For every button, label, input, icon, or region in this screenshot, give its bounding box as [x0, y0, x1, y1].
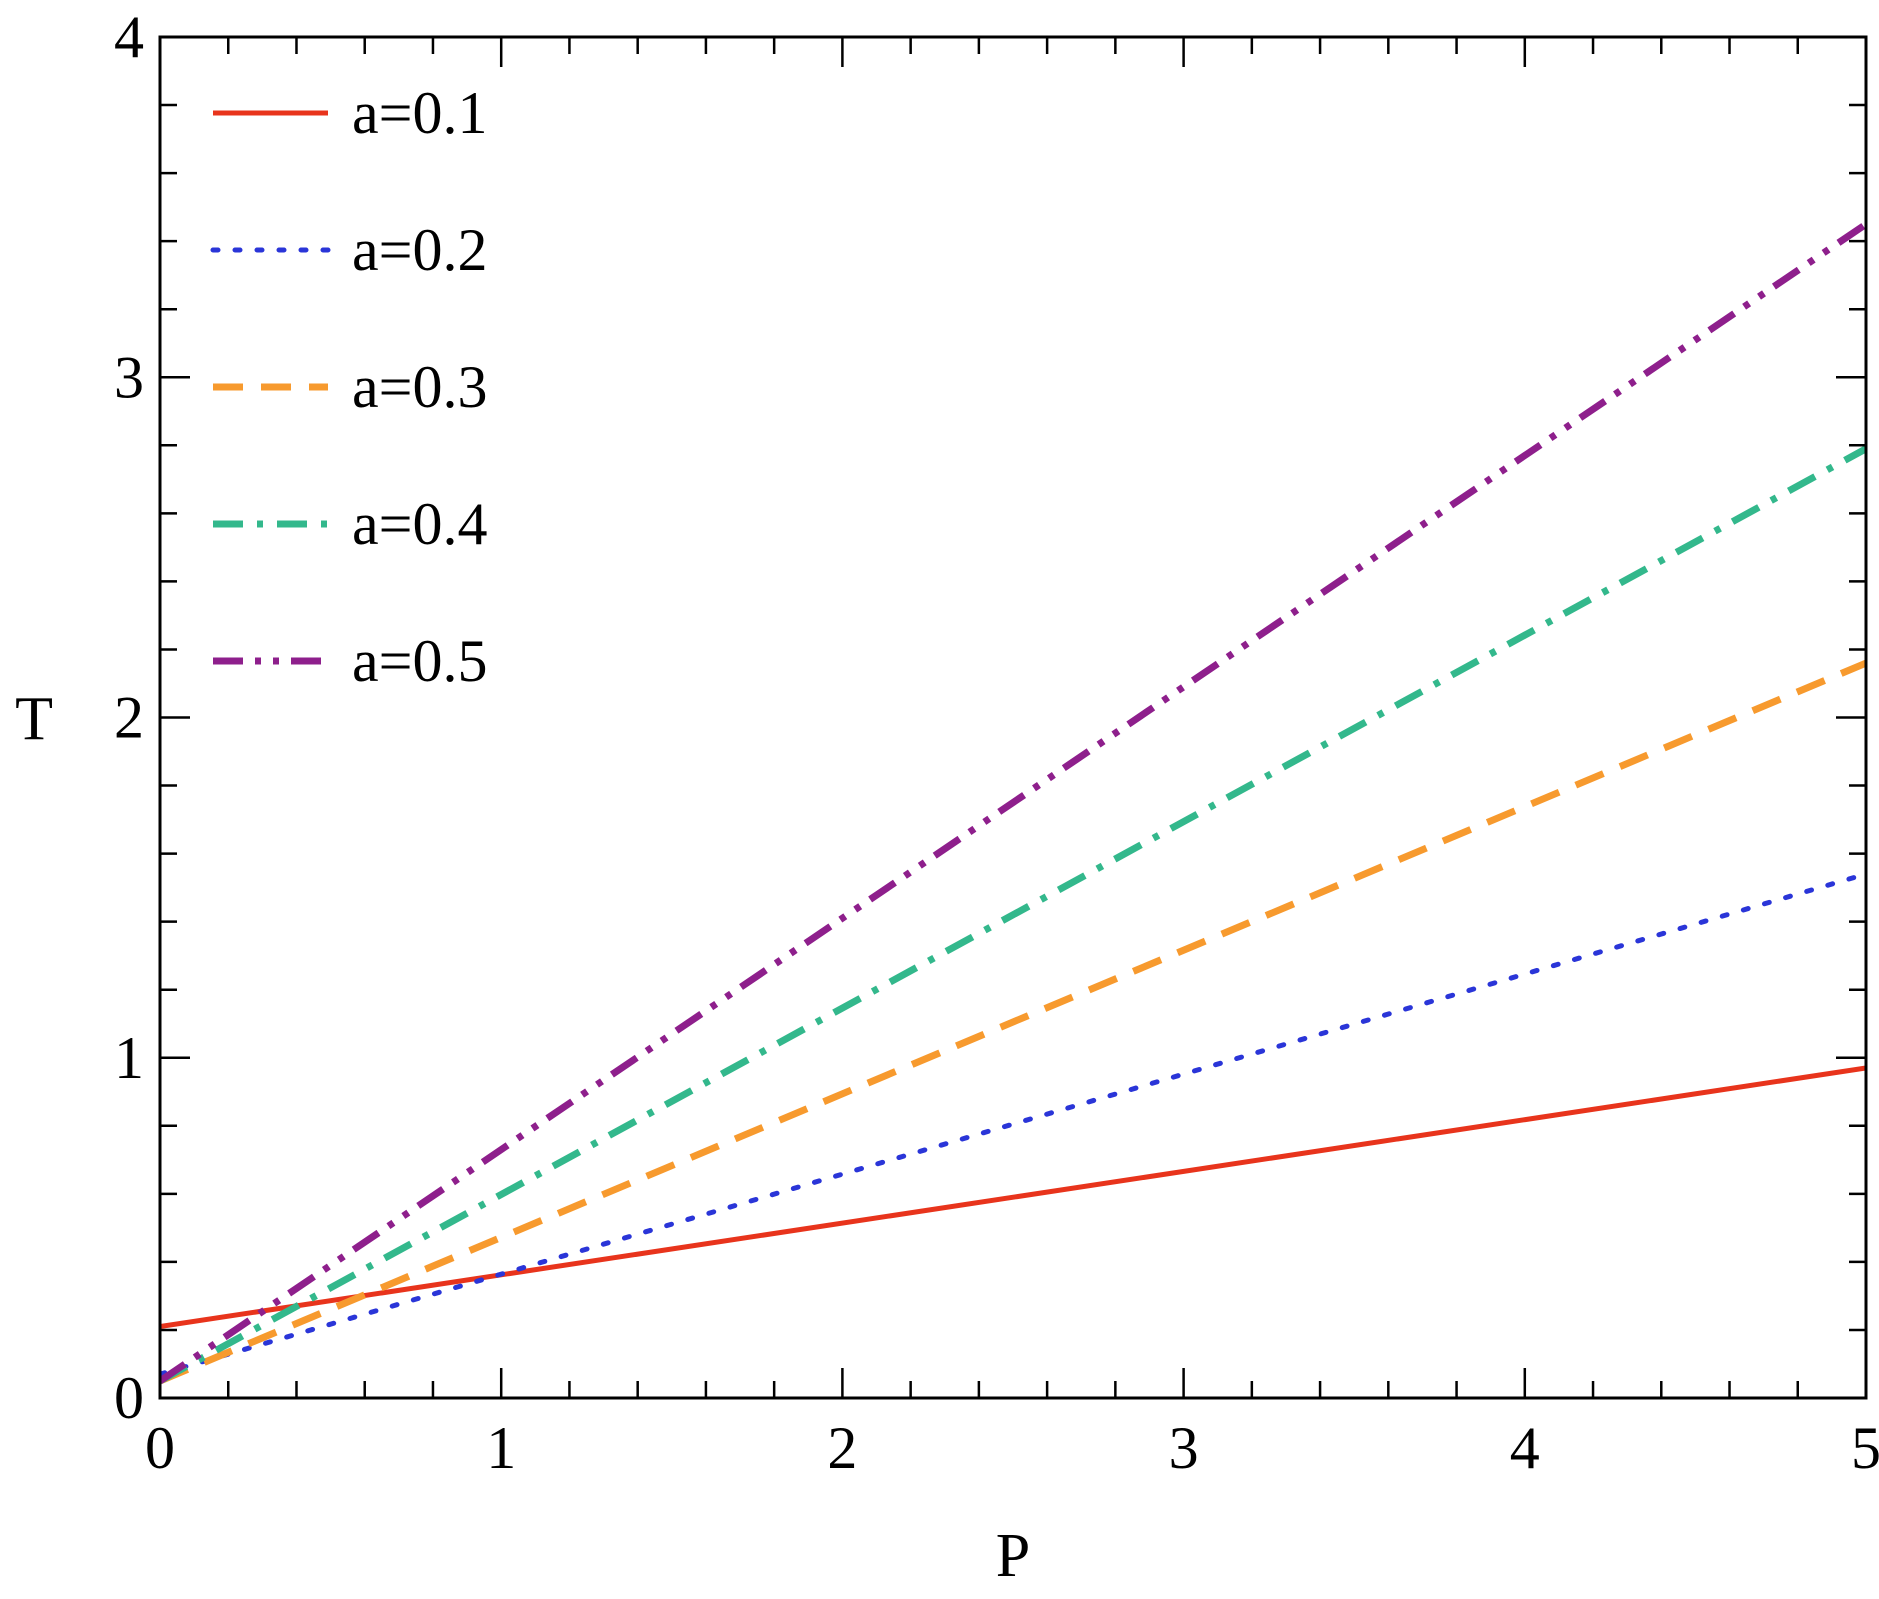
x-tick-label: 3 [1169, 1415, 1199, 1481]
series-line-5 [160, 221, 1866, 1384]
y-tick-label: 4 [114, 4, 144, 70]
series-line-2 [160, 871, 1866, 1377]
series-lines [160, 221, 1866, 1385]
x-tick-label: 1 [486, 1415, 516, 1481]
y-tick-label: 0 [114, 1365, 144, 1431]
y-tick-label: 3 [114, 344, 144, 410]
tick-labels: 0 1 2 3 4 5 0 1 2 3 4 [114, 4, 1879, 1481]
legend-label-4: a=0.4 [352, 491, 487, 557]
y-axis-label: T [15, 686, 53, 754]
x-tick-label: 2 [827, 1415, 857, 1481]
y-tick-label: 2 [114, 685, 144, 751]
x-tick-label: 4 [1510, 1415, 1540, 1481]
series-line-1 [160, 1065, 1866, 1330]
legend-label-3: a=0.3 [352, 354, 487, 420]
y-tick-label: 1 [114, 1025, 144, 1091]
series-line-4 [160, 445, 1866, 1385]
series-line-3 [160, 659, 1866, 1385]
x-tick-label: 5 [1851, 1415, 1879, 1481]
legend-label-2: a=0.2 [352, 217, 487, 283]
x-axis-label: P [996, 1522, 1030, 1590]
legend: a=0.1 a=0.2 a=0.3 a=0.4 a=0.5 [210, 80, 487, 694]
axis-ticks [160, 37, 1866, 1398]
x-tick-label: 0 [145, 1415, 175, 1481]
legend-label-1: a=0.1 [352, 80, 487, 146]
legend-label-5: a=0.5 [352, 628, 487, 694]
